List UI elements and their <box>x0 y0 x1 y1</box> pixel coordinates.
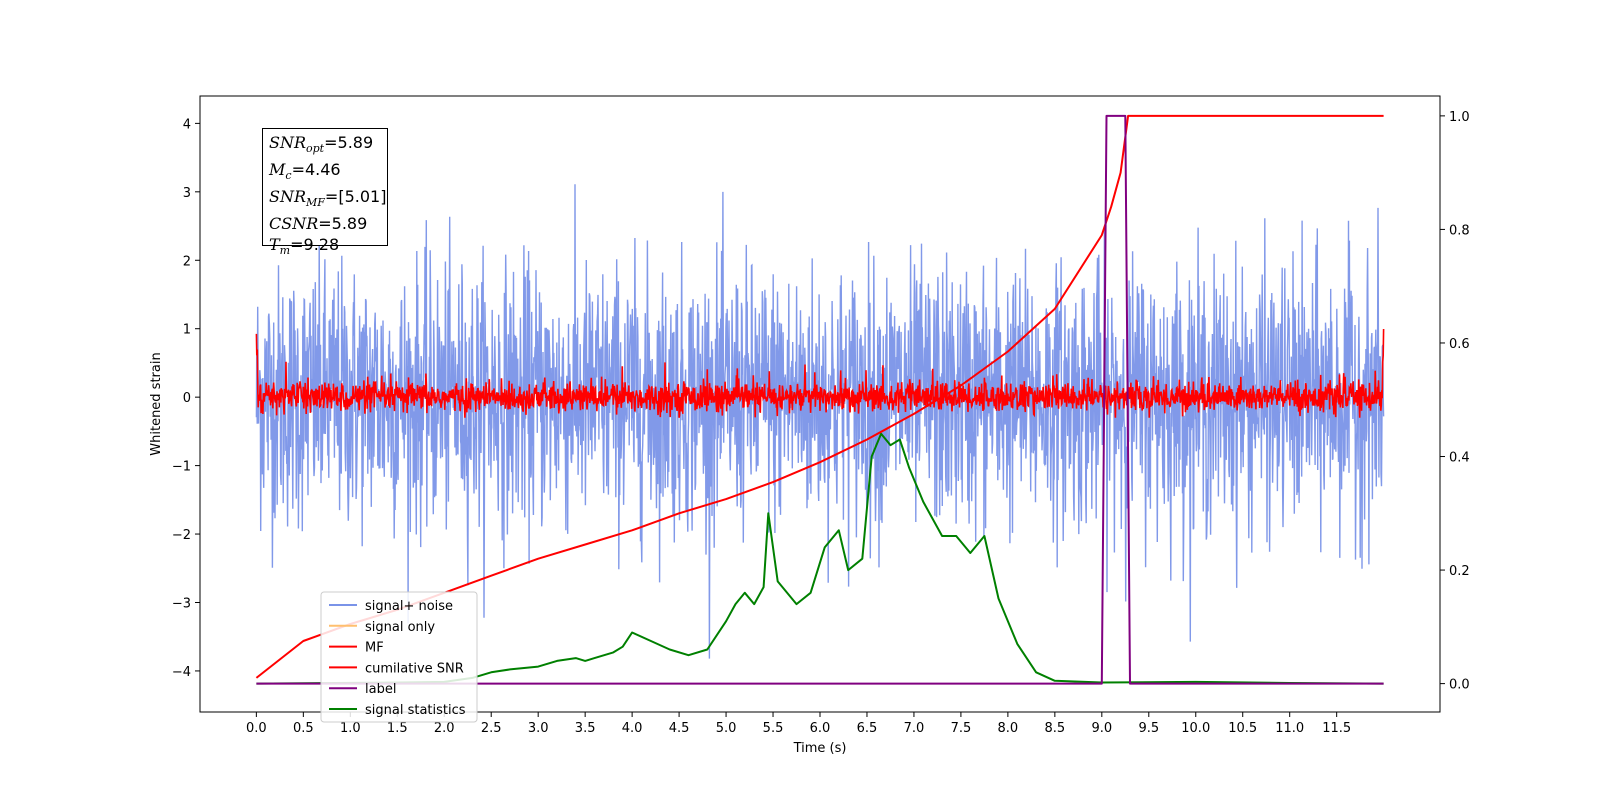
tm-value: =9.28 <box>290 234 340 254</box>
mc-value: =4.46 <box>291 159 341 179</box>
y-right-axis-ticks: 1.0 0.8 0.6 0.4 0.2 0.0 <box>1440 110 1470 693</box>
snr-opt-subscript: opt <box>306 142 325 156</box>
legend-label: MF <box>365 641 384 656</box>
legend: signal+ noise signal only MF cumilative SNR… <box>320 591 478 723</box>
x-tick-label: 11.5 <box>1322 721 1351 736</box>
snr-opt-symbol: SNR <box>269 133 307 152</box>
y-right-tick-label: 0.8 <box>1449 223 1470 238</box>
snr-mf-value: =[5.01] <box>324 186 387 206</box>
x-tick-label: 8.5 <box>1045 721 1066 736</box>
x-tick-label: 6.5 <box>857 721 878 736</box>
legend-label: label <box>365 682 396 697</box>
x-tick-label: 3.0 <box>528 721 549 736</box>
legend-label: signal only <box>365 620 435 635</box>
x-tick-label: 10.5 <box>1228 721 1257 736</box>
x-tick-label: 2.5 <box>481 721 502 736</box>
signal-statistics-line <box>256 432 1384 685</box>
legend-box <box>320 591 478 723</box>
tm-line: Tm=9.28 <box>269 235 387 262</box>
y-tick-label: −4 <box>172 665 191 680</box>
legend-label: signal+ noise <box>365 599 453 614</box>
x-tick-label: 0.0 <box>246 721 267 736</box>
x-tick-label: 0.5 <box>293 721 314 736</box>
mc-symbol: M <box>269 159 286 179</box>
x-tick-label: 5.5 <box>763 721 784 736</box>
x-tick-label: 7.0 <box>904 721 925 736</box>
x-tick-label: 1.5 <box>387 721 408 736</box>
x-tick-label: 9.5 <box>1138 721 1159 736</box>
csnr-line: CSNR=5.89 <box>269 214 387 235</box>
legend-label: signal statistics <box>365 703 466 718</box>
y-right-tick-label: 1.0 <box>1449 110 1470 125</box>
y-right-tick-label: 0.4 <box>1449 451 1470 466</box>
x-tick-label: 9.0 <box>1091 721 1112 736</box>
stats-annotation-box: SNRopt=5.89 Mc=4.46 SNRMF=[5.01] CSNR=5.… <box>262 128 388 257</box>
csnr-value: =5.89 <box>318 213 368 233</box>
y-tick-label: 3 <box>183 186 191 201</box>
mc-line: Mc=4.46 <box>269 160 387 187</box>
mc-subscript: c <box>285 169 292 183</box>
y-right-tick-label: 0.0 <box>1449 678 1470 693</box>
label-line <box>256 114 1384 685</box>
y-right-tick-label: 0.6 <box>1449 337 1470 352</box>
snr-mf-symbol: SNR <box>269 186 307 206</box>
x-tick-label: 4.0 <box>622 721 643 736</box>
x-tick-label: 10.0 <box>1181 721 1210 736</box>
tm-subscript: m <box>279 243 291 257</box>
csnr-symbol: CSNR <box>269 213 319 233</box>
snr-mf-subscript: MF <box>306 196 325 210</box>
y-tick-label: −1 <box>172 460 191 475</box>
y-axis-ticks: 4 3 2 1 0 −1 −2 −3 −4 <box>172 117 200 680</box>
y-axis-label: Whitened strain <box>149 352 164 455</box>
mf-series <box>255 328 1385 418</box>
x-tick-label: 2.0 <box>434 721 455 736</box>
x-tick-label: 1.0 <box>340 721 361 736</box>
x-tick-label: 4.5 <box>669 721 690 736</box>
x-tick-label: 3.5 <box>575 721 596 736</box>
legend-label: cumilative SNR <box>365 661 464 676</box>
x-axis-label: Time (s) <box>793 741 847 756</box>
snr-opt-value: =5.89 <box>324 133 374 152</box>
y-tick-label: −2 <box>172 528 191 543</box>
snr-opt-line: SNRopt=5.89 <box>269 133 387 160</box>
x-axis-ticks: 0.0 0.5 1.0 1.5 2.0 2.5 3.0 3.5 4.0 4.5 5.0 5.5 6.0 6… <box>246 712 1351 736</box>
x-tick-label: 5.0 <box>716 721 737 736</box>
y-right-tick-label: 0.2 <box>1449 564 1470 579</box>
y-tick-label: 4 <box>183 117 191 132</box>
x-tick-label: 6.0 <box>810 721 831 736</box>
tm-symbol: T <box>269 234 280 254</box>
x-tick-label: 7.5 <box>951 721 972 736</box>
y-tick-label: −3 <box>172 596 191 611</box>
snr-mf-line: SNRMF=[5.01] <box>269 187 387 214</box>
x-tick-label: 8.0 <box>998 721 1019 736</box>
y-tick-label: 2 <box>183 254 191 269</box>
y-tick-label: 1 <box>183 323 191 338</box>
mf-line <box>255 328 1385 418</box>
x-tick-label: 11.0 <box>1275 721 1304 736</box>
y-tick-label: 0 <box>183 391 191 406</box>
